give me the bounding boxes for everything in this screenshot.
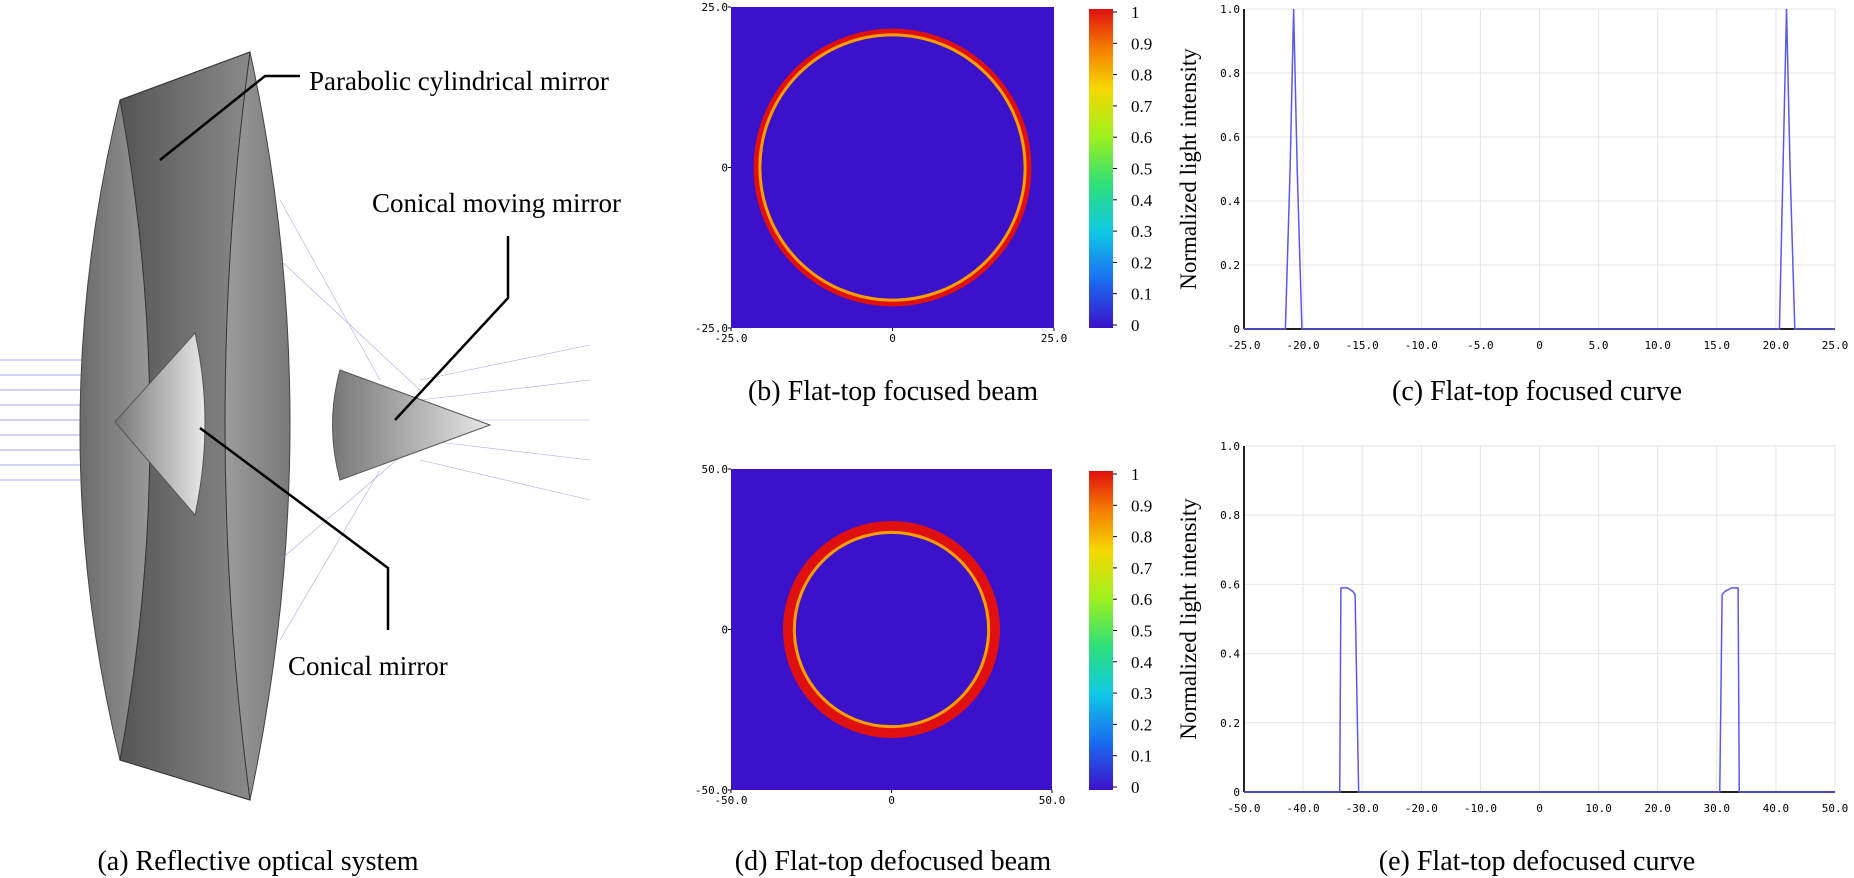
colorbar-label: 0.7 <box>1131 97 1153 116</box>
y-tick-label: 0.2 <box>1220 259 1240 272</box>
x-tick-label: -30.0 <box>1346 802 1379 815</box>
x-tick-label: -10.0 <box>1405 339 1438 352</box>
x-tick-label: -50.0 <box>1227 802 1260 815</box>
colorbar-label: 0.5 <box>1131 622 1152 641</box>
x-tick-label: -25.0 <box>714 332 747 345</box>
caption: (e) Flat-top defocused curve <box>1379 846 1695 877</box>
colorbar-label: 0.4 <box>1131 191 1153 210</box>
y-tick-label: 0.8 <box>1220 67 1240 80</box>
ring <box>753 28 1032 307</box>
colorbar-label: 0.9 <box>1131 496 1152 515</box>
colorbar-label: 0.3 <box>1131 684 1152 703</box>
x-tick-label: 10.0 <box>1644 339 1671 352</box>
y-tick-label: 0.4 <box>1220 195 1240 208</box>
colorbar-label: 0 <box>1131 778 1140 797</box>
x-tick-label: 10.0 <box>1585 802 1612 815</box>
image-background <box>731 469 1052 790</box>
y-axis-label: Normalized light intensity <box>1176 498 1201 740</box>
x-tick-label: 0 <box>1536 802 1543 815</box>
x-tick-label: -50.0 <box>714 794 747 807</box>
x-tick-label: -25.0 <box>1227 339 1260 352</box>
optical-system: Parabolic cylindrical mirror Conical mov… <box>0 51 621 877</box>
x-tick-label: 25.0 <box>1822 339 1849 352</box>
caption: (b) Flat-top focused beam <box>748 376 1038 407</box>
x-tick-label: 15.0 <box>1704 339 1731 352</box>
colorbar-label: 0.4 <box>1131 653 1153 672</box>
colorbar-label: 0.2 <box>1131 715 1152 734</box>
ring-band <box>758 33 1027 302</box>
y-tick-label: 0.6 <box>1220 131 1240 144</box>
y-tick-label: 0.4 <box>1220 648 1240 661</box>
x-tick-label: -5.0 <box>1467 339 1494 352</box>
colorbar-label: 0.7 <box>1131 559 1153 578</box>
colorbar-label: 0.3 <box>1131 222 1152 241</box>
x-tick-label: 0 <box>888 794 895 807</box>
x-tick-label: -20.0 <box>1287 339 1320 352</box>
x-tick-label: 40.0 <box>1763 802 1790 815</box>
label: Conical mirror <box>288 651 448 681</box>
series-line <box>1244 8 1835 330</box>
x-tick-label: 30.0 <box>1704 802 1731 815</box>
colorbar-label: 1 <box>1131 3 1140 22</box>
y-tick-label: 1.0 <box>1220 3 1240 16</box>
colorbar-label: 0.1 <box>1131 747 1152 766</box>
colorbar-label: 0.6 <box>1131 128 1152 147</box>
ring-band <box>792 530 991 729</box>
x-tick-label: -15.0 <box>1346 339 1379 352</box>
x-tick-label: 0 <box>1536 339 1543 352</box>
x-tick-label: 5.0 <box>1589 339 1609 352</box>
label: Conical moving mirror <box>372 188 621 218</box>
y-tick-label: 0.2 <box>1220 717 1240 730</box>
image-background <box>731 7 1054 328</box>
x-tick-label: -40.0 <box>1287 802 1320 815</box>
y-axis-label: Normalized light intensity <box>1176 48 1201 290</box>
y-tick-label: 0 <box>1233 786 1240 799</box>
y-tick-label: 25.0 <box>702 1 729 14</box>
caption: (d) Flat-top defocused beam <box>735 846 1052 877</box>
colorbar-label: 0.2 <box>1131 253 1152 272</box>
colorbar <box>1089 9 1113 328</box>
ring-band <box>783 521 1000 738</box>
colorbar-label: 0.9 <box>1131 34 1152 53</box>
colorbar-label: 0 <box>1131 316 1140 335</box>
y-tick-label: 0 <box>1233 323 1240 336</box>
series-line <box>1244 587 1835 793</box>
x-tick-label: 25.0 <box>1041 332 1068 345</box>
x-tick-label: -10.0 <box>1464 802 1497 815</box>
x-tick-label: 50.0 <box>1822 802 1849 815</box>
colorbar-label: 0.5 <box>1131 160 1152 179</box>
y-tick-label: 0 <box>721 162 728 175</box>
y-tick-label: 0.6 <box>1220 578 1240 591</box>
y-tick-label: 0 <box>721 624 728 637</box>
y-tick-label: 50.0 <box>702 463 729 476</box>
x-tick-label: 50.0 <box>1039 794 1066 807</box>
colorbar-label: 0.8 <box>1131 528 1152 547</box>
x-tick-label: 20.0 <box>1763 339 1790 352</box>
y-tick-label: 1.0 <box>1220 440 1240 453</box>
y-tick-label: -25.0 <box>695 322 728 335</box>
ring-band <box>753 28 1032 307</box>
colorbar-label: 0.8 <box>1131 66 1152 85</box>
ring <box>783 521 1000 738</box>
colorbar-label: 0.1 <box>1131 285 1152 304</box>
caption: (a) Reflective optical system <box>97 846 418 877</box>
caption: (c) Flat-top focused curve <box>1392 376 1682 407</box>
colorbar <box>1089 471 1113 790</box>
colorbar-label: 1 <box>1131 465 1140 484</box>
label: Parabolic cylindrical mirror <box>309 66 609 96</box>
x-tick-label: 0 <box>889 332 896 345</box>
colorbar-label: 0.6 <box>1131 590 1152 609</box>
x-tick-label: 20.0 <box>1644 802 1671 815</box>
y-tick-label: -50.0 <box>695 784 728 797</box>
x-tick-label: -20.0 <box>1405 802 1438 815</box>
y-tick-label: 0.8 <box>1220 509 1240 522</box>
